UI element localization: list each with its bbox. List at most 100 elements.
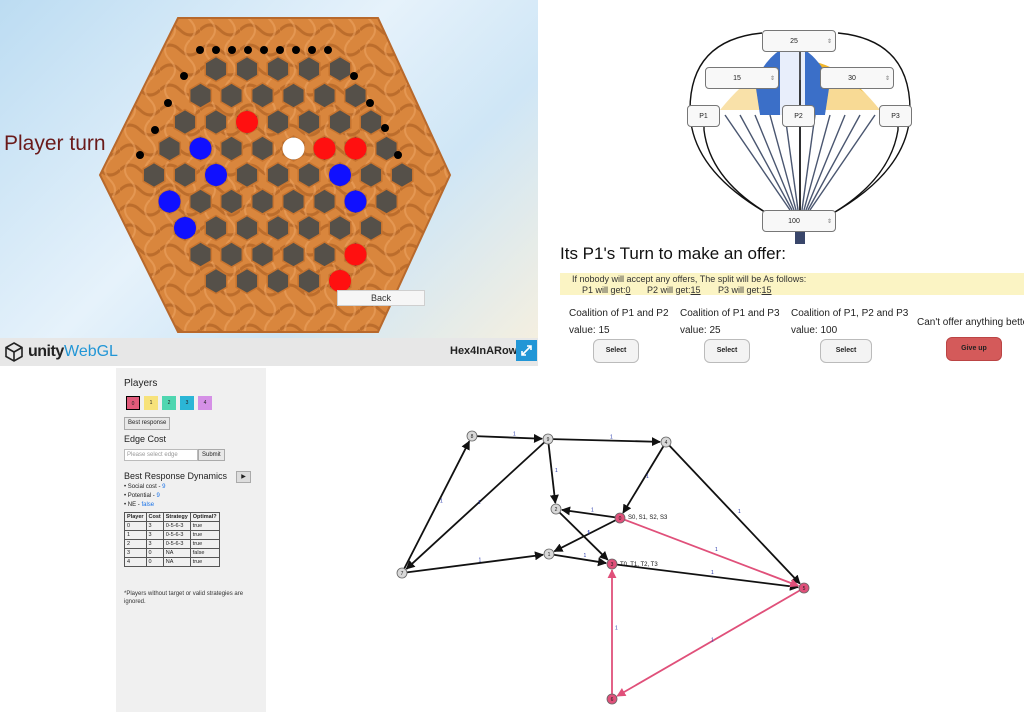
graph-edge[interactable] (547, 438, 559, 504)
hex-cell[interactable] (204, 55, 228, 83)
hex-cell[interactable] (266, 55, 290, 83)
hex-cell[interactable] (204, 108, 228, 136)
graph-edge[interactable] (561, 506, 621, 519)
graph-edge[interactable] (616, 587, 805, 697)
hex-board[interactable] (0, 0, 538, 338)
value-node-top[interactable]: 25 ⇕ (762, 30, 836, 52)
graph-edge[interactable] (401, 440, 471, 574)
play-icon[interactable]: ▶ (236, 471, 251, 483)
player-chip-4[interactable]: 4 (198, 396, 212, 410)
hex-cell[interactable] (390, 161, 414, 189)
select-coalition-all-button[interactable]: Select (820, 339, 872, 363)
hex-cell[interactable] (266, 108, 290, 136)
back-button[interactable]: Back (337, 290, 425, 306)
hex-cell[interactable] (359, 108, 383, 136)
hex-cell[interactable] (250, 188, 275, 215)
hex-cell[interactable] (266, 214, 290, 242)
graph-edge[interactable] (665, 441, 801, 585)
graph-edge[interactable] (471, 433, 543, 443)
hex-cells[interactable] (142, 55, 414, 295)
player-chip-0[interactable]: 0 (126, 396, 140, 410)
graph-edge[interactable] (547, 437, 661, 447)
spinner-arrows-icon[interactable]: ⇕ (826, 39, 832, 45)
network-graph[interactable]: 1 1 1 1 1 1 1 1 1 1 1 1 1 1 1 1 0 1 2 3 4 5 6 7 8 9 S0, S1, S2, … (380, 420, 820, 720)
spinner-arrows-icon[interactable]: ⇕ (769, 76, 775, 82)
edge-cost-input[interactable]: Please select edge (124, 449, 198, 461)
player-chip-3[interactable]: 3 (180, 396, 194, 410)
graph-edge[interactable] (548, 553, 607, 567)
graph-node[interactable] (543, 548, 555, 560)
hex-cell[interactable] (250, 82, 275, 109)
graph-edges[interactable]: 1 1 1 1 1 1 1 1 1 1 1 1 1 1 1 1 (401, 432, 805, 700)
graph-node[interactable] (396, 567, 408, 579)
player-chip-1[interactable]: 1 (144, 396, 158, 410)
hex-cell[interactable] (219, 241, 244, 268)
hex-cell[interactable] (281, 241, 306, 268)
hex-cell[interactable] (343, 82, 368, 109)
hex-cell[interactable] (250, 241, 275, 268)
hex-cell[interactable] (204, 214, 228, 242)
graph-edge[interactable] (405, 438, 549, 570)
hex-cell[interactable] (219, 82, 244, 109)
graph-edge[interactable] (619, 517, 800, 588)
graph-node[interactable] (606, 693, 618, 705)
hex-cell[interactable] (328, 55, 352, 83)
select-coalition-p1-p2-button[interactable]: Select (593, 339, 639, 363)
hex-cell[interactable] (266, 267, 290, 295)
give-up-button[interactable]: Give up (946, 337, 1002, 361)
value-node-bottom[interactable]: 100 ⇕ (762, 210, 836, 232)
hex-cell[interactable] (219, 135, 244, 162)
graph-node[interactable] (614, 512, 626, 524)
hex-cell[interactable] (219, 188, 244, 215)
graph-edge[interactable] (622, 441, 667, 514)
hex-cell[interactable] (250, 135, 275, 162)
graph-node[interactable] (798, 582, 810, 594)
select-coalition-p1-p3-button[interactable]: Select (704, 339, 750, 363)
graph-node[interactable] (542, 433, 554, 445)
hex-cell[interactable] (328, 214, 352, 242)
hex-cell[interactable] (312, 82, 337, 109)
player-chip-2[interactable]: 2 (162, 396, 176, 410)
best-response-button[interactable]: Best response (124, 417, 171, 430)
hex-cell[interactable] (235, 267, 259, 295)
hex-cell[interactable] (235, 55, 259, 83)
graph-nodes[interactable]: 0 1 2 3 4 5 6 7 8 9 (396, 430, 810, 705)
graph-edge[interactable] (553, 517, 621, 553)
hex-cell[interactable] (297, 161, 321, 189)
spinner-arrows-icon[interactable]: ⇕ (826, 219, 832, 225)
hex-cell[interactable] (359, 214, 383, 242)
value-node-right[interactable]: 30 ⇕ (820, 67, 894, 89)
hex-cell[interactable] (142, 161, 166, 189)
hex-cell[interactable] (157, 135, 182, 162)
hex-cell[interactable] (266, 161, 290, 189)
hex-cell[interactable] (188, 241, 213, 268)
fullscreen-button[interactable] (516, 340, 537, 361)
hex-cell[interactable] (173, 108, 197, 136)
graph-node[interactable] (660, 436, 672, 448)
hex-cell[interactable] (281, 82, 306, 109)
hex-cell[interactable] (359, 161, 383, 189)
graph-node[interactable] (466, 430, 478, 442)
hex-cell[interactable] (312, 241, 337, 268)
hex-cell[interactable] (173, 161, 197, 189)
hex-cell[interactable] (204, 267, 228, 295)
hex-cell[interactable] (235, 161, 259, 189)
hex-cell[interactable] (297, 55, 321, 83)
graph-edge[interactable] (555, 508, 609, 561)
spinner-arrows-icon[interactable]: ⇕ (884, 76, 890, 82)
hex-cell[interactable] (188, 188, 213, 215)
graph-node[interactable] (606, 558, 618, 570)
submit-button[interactable]: Submit (198, 449, 225, 461)
hex-cell[interactable] (297, 214, 321, 242)
hex-cell[interactable] (188, 82, 213, 109)
hex-cell[interactable] (297, 108, 321, 136)
hex-cell[interactable] (281, 188, 306, 215)
graph-edge[interactable] (611, 563, 799, 591)
hex-cell[interactable] (235, 214, 259, 242)
value-node-left[interactable]: 15 ⇕ (705, 67, 779, 89)
graph-node[interactable] (550, 503, 562, 515)
hex-cell[interactable] (312, 188, 337, 215)
graph-edge[interactable] (401, 551, 544, 574)
hex-cell[interactable] (297, 267, 321, 295)
hex-cell[interactable] (328, 108, 352, 136)
